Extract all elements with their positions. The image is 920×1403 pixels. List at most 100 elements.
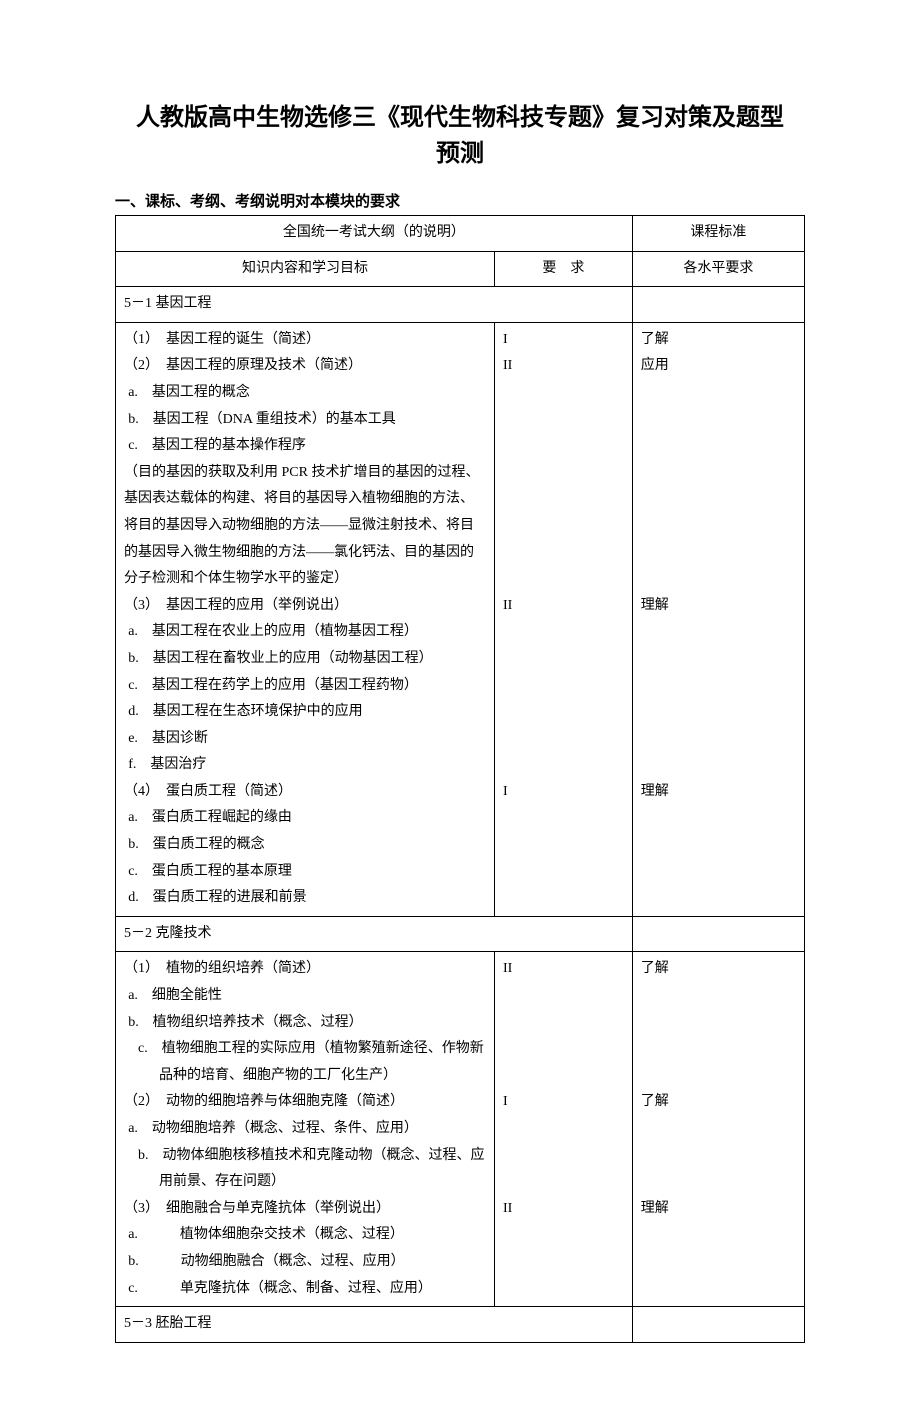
std: 理解 xyxy=(641,1196,796,1223)
std: 了解 xyxy=(641,1089,796,1116)
std xyxy=(641,619,796,646)
requirements-table: 全国统一考试大纲（的说明） 课程标准 知识内容和学习目标 要 求 各水平要求 5… xyxy=(115,215,805,1343)
item: a. 植物体细胞杂交技术（概念、过程） xyxy=(124,1222,486,1249)
req: II xyxy=(503,1196,624,1223)
req xyxy=(503,540,624,567)
section-5-2-body-row: （1） 植物的组织培养（简述） a. 细胞全能性 b. 植物组织培养技术（概念、… xyxy=(116,952,805,1307)
item: c. 单克隆抗体（概念、制备、过程、应用） xyxy=(124,1276,486,1303)
std xyxy=(641,380,796,407)
req xyxy=(503,619,624,646)
item: b. 植物组织培养技术（概念、过程） xyxy=(124,1010,486,1037)
item: f. 基因治疗 xyxy=(124,752,486,779)
empty-cell xyxy=(632,916,804,952)
std xyxy=(641,407,796,434)
std xyxy=(641,726,796,753)
document-page: 人教版高中生物选修三《现代生物科技专题》复习对策及题型 预测 一、课标、考纲、考… xyxy=(0,0,920,1403)
req xyxy=(503,1036,624,1063)
item: c. 蛋白质工程的基本原理 xyxy=(124,859,486,886)
req xyxy=(503,1116,624,1143)
req xyxy=(503,513,624,540)
std xyxy=(641,1143,796,1170)
item: a. 动物细胞培养（概念、过程、条件、应用） xyxy=(124,1116,486,1143)
req xyxy=(503,983,624,1010)
req xyxy=(503,407,624,434)
item: b. 动物体细胞核移植技术和克隆动物（概念、过程、应用前景、存在问题） xyxy=(124,1143,486,1196)
section-5-2-content-cell: （1） 植物的组织培养（简述） a. 细胞全能性 b. 植物组织培养技术（概念、… xyxy=(116,952,495,1307)
empty-cell xyxy=(632,287,804,323)
header-requirement: 要 求 xyxy=(494,251,632,287)
header-content-target: 知识内容和学习目标 xyxy=(116,251,495,287)
item: （2） 动物的细胞培养与体细胞克隆（简述） xyxy=(124,1089,486,1116)
req: I xyxy=(503,1089,624,1116)
item: b. 蛋白质工程的概念 xyxy=(124,832,486,859)
header-curriculum-std: 课程标准 xyxy=(632,216,804,252)
table-header-row-1: 全国统一考试大纲（的说明） 课程标准 xyxy=(116,216,805,252)
req xyxy=(503,460,624,487)
std xyxy=(641,1036,796,1063)
req xyxy=(503,726,624,753)
item: （1） 基因工程的诞生（简述） xyxy=(124,327,486,354)
std xyxy=(641,752,796,779)
std xyxy=(641,699,796,726)
std xyxy=(641,646,796,673)
std xyxy=(641,540,796,567)
req: II xyxy=(503,593,624,620)
item: b. 动物细胞融合（概念、过程、应用） xyxy=(124,1249,486,1276)
item: a. 基因工程在农业上的应用（植物基因工程） xyxy=(124,619,486,646)
item: b. 基因工程在畜牧业上的应用（动物基因工程） xyxy=(124,646,486,673)
section-5-2-title-row: 5－2 克隆技术 xyxy=(116,916,805,952)
req xyxy=(503,486,624,513)
item: d. 基因工程在生态环境保护中的应用 xyxy=(124,699,486,726)
empty-cell xyxy=(632,1307,804,1343)
std xyxy=(641,513,796,540)
std: 了解 xyxy=(641,956,796,983)
section-5-1-title-row: 5－1 基因工程 xyxy=(116,287,805,323)
req xyxy=(503,433,624,460)
std xyxy=(641,1116,796,1143)
item: （4） 蛋白质工程（简述） xyxy=(124,779,486,806)
std xyxy=(641,673,796,700)
title-line-2: 预测 xyxy=(436,140,484,167)
section-5-1-title: 5－1 基因工程 xyxy=(116,287,633,323)
section-5-1-content-cell: （1） 基因工程的诞生（简述） （2） 基因工程的原理及技术（简述） a. 基因… xyxy=(116,322,495,916)
req xyxy=(503,380,624,407)
section-5-2-title: 5－2 克隆技术 xyxy=(116,916,633,952)
req: II xyxy=(503,353,624,380)
section-1-heading: 一、课标、考纲、考纲说明对本模块的要求 xyxy=(115,190,805,211)
req xyxy=(503,1063,624,1090)
item: a. 蛋白质工程崛起的缘由 xyxy=(124,805,486,832)
std: 理解 xyxy=(641,779,796,806)
item: d. 蛋白质工程的进展和前景 xyxy=(124,885,486,912)
section-5-1-std-cell: 了解 应用 理解 理解 xyxy=(632,322,804,916)
req xyxy=(503,673,624,700)
std xyxy=(641,983,796,1010)
req: II xyxy=(503,956,624,983)
item: b. 基因工程（DNA 重组技术）的基本工具 xyxy=(124,407,486,434)
section-5-3-title-row: 5－3 胚胎工程 xyxy=(116,1307,805,1343)
std xyxy=(641,1010,796,1037)
std: 了解 xyxy=(641,327,796,354)
req: I xyxy=(503,779,624,806)
table-header-row-2: 知识内容和学习目标 要 求 各水平要求 xyxy=(116,251,805,287)
req: I xyxy=(503,327,624,354)
std: 理解 xyxy=(641,593,796,620)
req xyxy=(503,646,624,673)
item: （3） 基因工程的应用（举例说出） xyxy=(124,593,486,620)
section-5-1-req-cell: I II II I xyxy=(494,322,632,916)
item: （目的基因的获取及利用 PCR 技术扩增目的基因的过程、基因表达载体的构建、将目… xyxy=(124,460,486,593)
item: c. 基因工程在药学上的应用（基因工程药物） xyxy=(124,673,486,700)
std xyxy=(641,1169,796,1196)
section-5-3-title: 5－3 胚胎工程 xyxy=(116,1307,633,1343)
item: c. 植物细胞工程的实际应用（植物繁殖新途径、作物新品种的培育、细胞产物的工厂化… xyxy=(124,1036,486,1089)
header-exam-outline: 全国统一考试大纲（的说明） xyxy=(116,216,633,252)
req xyxy=(503,1169,624,1196)
req xyxy=(503,1143,624,1170)
section-5-1-body-row: （1） 基因工程的诞生（简述） （2） 基因工程的原理及技术（简述） a. 基因… xyxy=(116,322,805,916)
header-level-req: 各水平要求 xyxy=(632,251,804,287)
req xyxy=(503,752,624,779)
item: a. 基因工程的概念 xyxy=(124,380,486,407)
std xyxy=(641,566,796,593)
title-line-1: 人教版高中生物选修三《现代生物科技专题》复习对策及题型 xyxy=(136,104,784,131)
std: 应用 xyxy=(641,353,796,380)
item: c. 基因工程的基本操作程序 xyxy=(124,433,486,460)
